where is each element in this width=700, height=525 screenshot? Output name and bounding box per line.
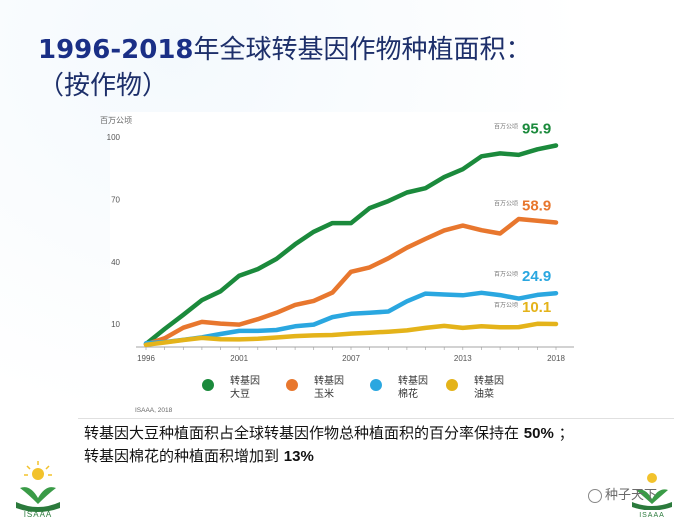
note-line-1-value: 50%	[523, 425, 554, 442]
watermark: 种子天下	[588, 484, 657, 503]
legend-label-1-line1: 转基因	[314, 374, 344, 387]
series-line-1	[143, 216, 559, 347]
logo-sun-icon	[647, 473, 657, 483]
note-line-1-end: ；	[558, 424, 574, 442]
y-tick-label: 100	[107, 133, 121, 142]
end-unit-label-1: 百万公顷	[494, 199, 518, 207]
legend-marker-1	[286, 379, 298, 391]
logo-ground-icon	[16, 502, 60, 512]
logo-leaves-icon	[20, 487, 56, 504]
note-line-1-text: 转基因大豆种植面积占全球转基因作物总种植面积的百分率保持在	[84, 424, 520, 442]
slide-title: 1996-2018年全球转基因作物种植面积： （按作物）	[38, 32, 678, 104]
end-unit-label-3: 百万公顷	[494, 301, 518, 309]
note-line-2: 转基因棉花的种植面积增加到 13%	[84, 445, 314, 466]
series-line-3	[143, 321, 559, 348]
legend-marker-2	[370, 379, 382, 391]
note-line-2-text: 转基因棉花的种植面积增加到	[84, 447, 280, 465]
x-tick-label: 2001	[230, 354, 248, 363]
note-line-1: 转基因大豆种植面积占全球转基因作物总种植面积的百分率保持在 50% ；	[84, 422, 574, 443]
watermark-text: 种子天下	[605, 488, 658, 503]
y-tick-label: 10	[111, 320, 120, 329]
series-line-0	[143, 143, 559, 347]
legend-marker-0	[202, 379, 214, 391]
legend-marker-3	[446, 379, 458, 391]
logo-sun-rays-icon	[24, 461, 52, 476]
x-tick-label: 2007	[342, 354, 360, 363]
x-tick-label: 1996	[137, 354, 155, 363]
chart-panel	[110, 112, 586, 414]
logo-leaves-icon	[636, 489, 668, 504]
legend-label-3-line1: 转基因	[474, 374, 504, 387]
y-axis-label: 百万公顷	[100, 116, 132, 125]
legend-label-0-line2: 大豆	[230, 387, 250, 400]
y-tick-label: 40	[111, 258, 120, 267]
chart-source: ISAAA, 2018	[135, 407, 173, 414]
wechat-icon	[588, 488, 602, 503]
end-unit-label-0: 百万公顷	[494, 123, 518, 131]
legend-label-2-line2: 棉花	[398, 387, 418, 400]
note-box	[78, 418, 674, 469]
legend-label-1-line2: 玉米	[314, 387, 334, 400]
end-value-label-0: 95.9	[522, 121, 551, 138]
x-tick-label: 2013	[454, 354, 472, 363]
logo-sun-icon	[32, 468, 44, 480]
logo-ground-icon	[632, 502, 672, 510]
end-value-label-1: 58.9	[522, 197, 551, 214]
note-line-2-value: 13%	[283, 448, 314, 465]
x-tick-label: 2018	[547, 354, 565, 363]
series-line-2	[143, 290, 559, 346]
isaaa-logo-right	[632, 473, 672, 510]
title-text: 年全球转基因作物种植面积：	[193, 35, 532, 65]
logo-left-text: ISAAA	[23, 510, 53, 519]
legend-label-0-line1: 转基因	[230, 374, 260, 387]
y-tick-label: 70	[111, 195, 120, 204]
legend-label-2-line1: 转基因	[398, 374, 428, 387]
end-unit-label-2: 百万公顷	[494, 270, 518, 278]
title-line2: （按作物）	[38, 71, 169, 101]
end-value-label-3: 10.1	[522, 299, 551, 316]
isaaa-logo-left	[16, 461, 60, 512]
logo-right-text: ISAAA	[639, 512, 665, 519]
end-value-label-2: 24.9	[522, 268, 551, 285]
legend-label-3-line2: 油菜	[474, 387, 494, 400]
title-year: 1996-2018	[38, 35, 194, 65]
